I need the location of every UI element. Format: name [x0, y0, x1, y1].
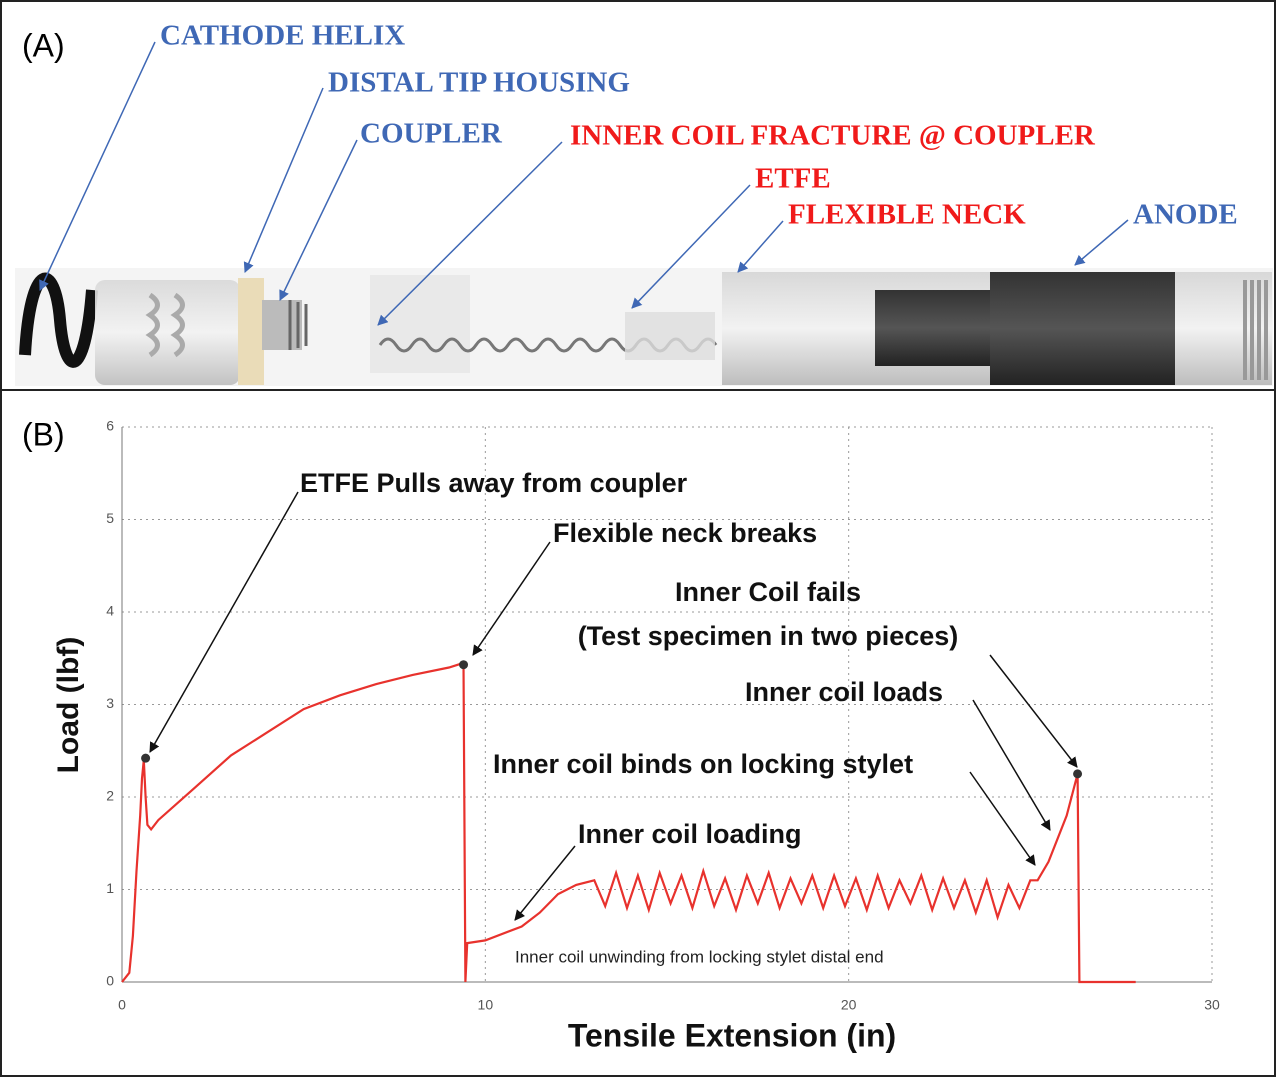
panel-b-frame	[0, 389, 1276, 1077]
label-arrow	[631, 184, 751, 309]
label-arrow	[243, 87, 324, 273]
x-tick-label: 10	[478, 997, 494, 1013]
annotation: Inner coil loads	[745, 677, 943, 707]
x-tick-label: 20	[841, 997, 857, 1013]
annotation: (Test specimen in two pieces)	[578, 621, 959, 651]
event-marker	[459, 660, 469, 670]
label-arrow	[377, 141, 563, 326]
label-arrow	[1074, 219, 1129, 266]
annotation: Inner coil loading	[578, 819, 802, 849]
event-marker	[1073, 769, 1083, 779]
x-tick-label: 0	[118, 997, 126, 1013]
y-tick-label: 0	[106, 973, 114, 989]
part-label: ANODE	[1133, 199, 1238, 231]
device-illustration	[15, 268, 1273, 386]
annotation-arrow	[472, 541, 551, 656]
y-tick-label: 5	[106, 510, 114, 526]
annotation: Inner Coil fails	[675, 577, 861, 607]
part-label: COUPLER	[360, 118, 503, 150]
y-tick-label: 1	[106, 880, 114, 896]
annotation: Inner coil binds on locking stylet	[493, 749, 913, 779]
part-label: INNER COIL FRACTURE @ COUPLER	[570, 120, 1096, 152]
annotation-arrow	[514, 845, 576, 921]
annotation-arrow	[969, 771, 1036, 866]
annotation: Flexible neck breaks	[553, 518, 817, 548]
y-tick-label: 6	[106, 418, 114, 434]
panel-label: (B)	[22, 416, 65, 452]
panel-label: (A)	[22, 27, 65, 63]
y-tick-label: 3	[106, 695, 114, 711]
label-arrow	[737, 220, 784, 273]
label-arrow	[279, 139, 358, 301]
part-label: FLEXIBLE NECK	[788, 199, 1026, 231]
x-axis-label: Tensile Extension (in)	[568, 1017, 896, 1053]
part-label: CATHODE HELIX	[160, 20, 405, 52]
annotation: ETFE Pulls away from coupler	[300, 468, 688, 498]
part-label: ETFE	[755, 163, 831, 195]
annotation-arrow	[989, 654, 1078, 768]
y-axis-label: Load (lbf)	[52, 637, 85, 774]
part-label: DISTAL TIP HOUSING	[328, 67, 630, 99]
event-marker	[141, 753, 151, 763]
annotation-arrow	[149, 491, 299, 753]
y-tick-label: 4	[106, 603, 114, 619]
data-line	[121, 661, 1136, 984]
annotation: Inner coil unwinding from locking stylet…	[515, 947, 884, 966]
y-tick-label: 2	[106, 788, 114, 804]
x-tick-label: 30	[1204, 997, 1220, 1013]
label-arrow	[39, 41, 156, 291]
annotation-arrow	[972, 699, 1051, 831]
